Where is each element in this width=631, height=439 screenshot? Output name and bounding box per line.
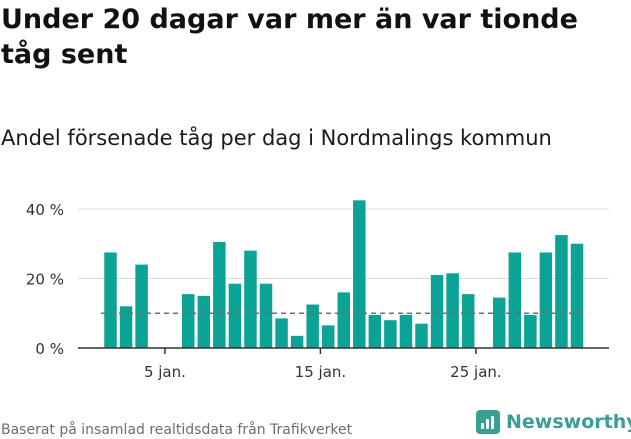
bar-day-7	[197, 295, 211, 348]
bar-day-10	[244, 250, 257, 348]
bar-day-29	[539, 252, 553, 348]
bar-day-26	[493, 297, 506, 348]
bar-day-24	[461, 294, 475, 348]
y-tick-labels: 0 % 20 % 40 %	[26, 201, 64, 358]
x-tick-labels: 5 jan. 15 jan. 25 jan.	[144, 363, 502, 381]
bar-day-27	[508, 252, 522, 348]
bar-day-31	[570, 243, 584, 348]
bar-day-17	[353, 200, 366, 348]
chart-title: Under 20 dagar var mer än var tionde tåg…	[1, 4, 578, 70]
bar-day-8	[213, 242, 226, 348]
bars	[104, 200, 584, 348]
bar-day-9	[228, 283, 242, 348]
bar-day-30	[555, 235, 568, 348]
source-note: Baserat på insamlad realtidsdata från Tr…	[1, 422, 353, 438]
bar-day-3	[135, 264, 148, 348]
bar-day-23	[446, 273, 459, 348]
bar-day-14	[306, 304, 319, 348]
bar-chart-icon	[476, 410, 500, 434]
bar-day-13	[290, 335, 304, 348]
newsworthy-logo: Newsworthy	[476, 408, 631, 436]
bar-day-22	[430, 275, 444, 348]
bar-day-12	[275, 318, 288, 348]
bar-day-18	[368, 314, 382, 348]
y-tick-label: 0 %	[35, 340, 64, 358]
chart-subtitle: Andel försenade tåg per dag i Nordmaling…	[1, 126, 552, 150]
brand-name: Newsworthy	[506, 411, 631, 433]
bar-day-6	[182, 294, 195, 348]
x-tick-label: 15 jan.	[295, 363, 347, 381]
bar-day-1	[104, 252, 117, 348]
y-tick-label: 40 %	[26, 201, 64, 219]
gridlines	[78, 208, 609, 279]
axes	[78, 347, 609, 354]
bar-day-16	[337, 292, 350, 348]
bar-day-11	[259, 283, 273, 348]
x-tick-label: 5 jan.	[144, 363, 186, 381]
bar-day-20	[399, 314, 413, 348]
bar-day-19	[384, 320, 397, 348]
bar-day-21	[415, 323, 428, 348]
bar-chart: 0 % 20 % 40 % 5 jan. 15 jan. 25 jan.	[26, 200, 609, 381]
y-tick-label: 20 %	[26, 271, 64, 289]
bar-day-15	[321, 325, 335, 348]
bar-day-28	[524, 314, 537, 348]
bar-day-2	[119, 306, 133, 348]
x-tick-label: 25 jan.	[450, 363, 502, 381]
